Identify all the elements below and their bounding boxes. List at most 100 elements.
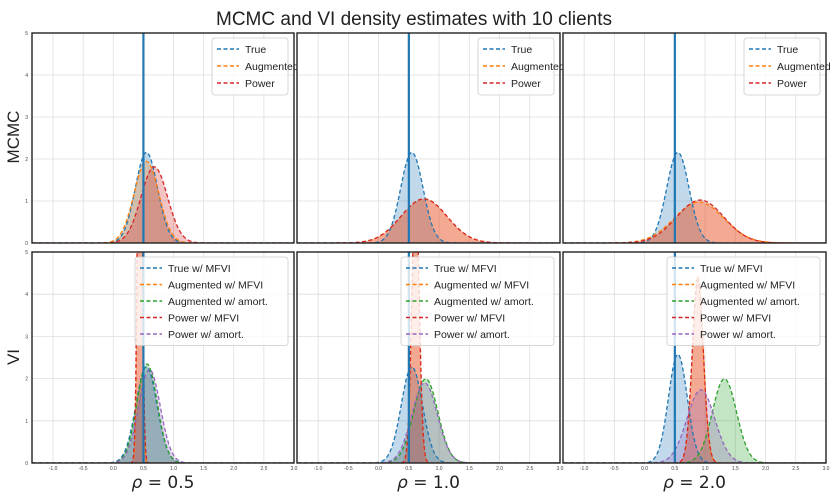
y-tick-label: 4 bbox=[25, 73, 28, 79]
x-tick-label: -0.5 bbox=[610, 466, 619, 472]
x-tick-label: 2.5 bbox=[792, 466, 799, 472]
legend-label-true: True bbox=[777, 44, 798, 56]
density-fill-augmented-w-mfvi bbox=[563, 275, 826, 463]
legend-label-augmented: Augmented bbox=[777, 61, 830, 73]
density-line-true-w-mfvi bbox=[563, 353, 826, 463]
panel-vi-1: 0 1 2 3 4 5 -1.0 -0.5 0.0 0.5 1.0 1.5 2.0 2.5 3.0 True … bbox=[25, 250, 298, 472]
x-tick-label: 1.0 bbox=[702, 466, 709, 472]
panel-frame bbox=[31, 32, 295, 244]
x-tick-label: 0.0 bbox=[641, 466, 648, 472]
x-tick-label: 1.5 bbox=[200, 466, 207, 472]
x-tick-label: 2.0 bbox=[230, 466, 237, 472]
row-label-vi: VI bbox=[4, 349, 23, 365]
density-fill-power-w-amort bbox=[563, 389, 826, 463]
x-tick-label: -0.5 bbox=[344, 466, 353, 472]
density-fill-power bbox=[563, 200, 826, 243]
density-fill-true bbox=[563, 152, 826, 243]
legend-label-power: Power bbox=[511, 78, 541, 90]
density-fill-power-w-amort bbox=[297, 382, 560, 463]
legend-label-true-w-mfvi: True w/ MFVI bbox=[434, 263, 497, 275]
legend: True Augmented Power bbox=[743, 37, 830, 96]
density-layer bbox=[297, 252, 560, 463]
density-fill-true bbox=[32, 152, 294, 243]
legend-label-power: Power bbox=[777, 78, 807, 90]
legend-box bbox=[743, 37, 821, 96]
panel-frame bbox=[296, 32, 561, 244]
legend-label-true: True bbox=[511, 44, 532, 56]
legend-label-power-w-mfvi: Power w/ MFVI bbox=[700, 312, 771, 324]
panel-mcmc-2: True Augmented Power bbox=[296, 32, 565, 244]
density-fill-augmented bbox=[32, 161, 294, 243]
density-fill-power-w-mfvi bbox=[563, 280, 826, 463]
panel-frame bbox=[31, 251, 295, 464]
legend-label-augmented-w-mfvi: Augmented w/ MFVI bbox=[434, 279, 529, 291]
legend-label-true-w-mfvi: True w/ MFVI bbox=[168, 263, 231, 275]
legend: True w/ MFVI Augmented w/ MFVI Augmented w… bbox=[400, 256, 555, 346]
density-fill-true-w-mfvi bbox=[32, 366, 294, 463]
column-label-1: ρ = 0.5 bbox=[132, 473, 195, 493]
y-tick-label: 0 bbox=[25, 461, 28, 467]
panel-frame bbox=[296, 251, 561, 464]
density-fill-augmented bbox=[297, 198, 560, 243]
y-tick-label: 3 bbox=[25, 334, 28, 340]
density-layer bbox=[32, 252, 294, 463]
x-tick-label: -0.5 bbox=[79, 466, 88, 472]
density-line-true bbox=[563, 151, 826, 243]
legend: True Augmented Power bbox=[477, 37, 565, 96]
density-fill-true bbox=[297, 152, 560, 243]
legend: True w/ MFVI Augmented w/ MFVI Augmented w… bbox=[134, 256, 289, 346]
density-fill-augmented-w-amort bbox=[32, 364, 294, 463]
x-tick-label: 1.0 bbox=[170, 466, 177, 472]
x-tick-label: 0.5 bbox=[671, 466, 678, 472]
density-fill-power bbox=[297, 198, 560, 243]
panel-frame bbox=[562, 32, 827, 244]
x-tick-label: 2.0 bbox=[496, 466, 503, 472]
x-tick-label: 3.0 bbox=[557, 466, 564, 472]
legend-box bbox=[211, 37, 289, 96]
y-tick-label: 3 bbox=[25, 115, 28, 121]
density-line-augmented-w-amort bbox=[563, 378, 826, 463]
y-tick-label: 1 bbox=[25, 199, 28, 205]
x-tick-label: -1.0 bbox=[49, 466, 58, 472]
panel-mcmc-3: True Augmented Power bbox=[562, 32, 830, 244]
x-tick-label: 2.5 bbox=[526, 466, 533, 472]
x-tick-label: 1.5 bbox=[466, 466, 473, 472]
legend-label-power-w-mfvi: Power w/ MFVI bbox=[434, 312, 505, 324]
y-tick-label: 2 bbox=[25, 377, 28, 383]
x-tick-label: 0.0 bbox=[375, 466, 382, 472]
panel-vi-3: -1.0 -0.5 0.0 0.5 1.0 1.5 2.0 2.5 3.0 True w/ MFV… bbox=[562, 251, 830, 472]
legend-label-power-w-amort: Power w/ amort. bbox=[168, 329, 244, 341]
x-tick-label: 0.0 bbox=[110, 466, 117, 472]
density-fill-augmented-w-amort bbox=[297, 378, 560, 463]
panel-vi-2: -1.0 -0.5 0.0 0.5 1.0 1.5 2.0 2.5 3.0 True w/ MFV… bbox=[296, 251, 564, 472]
legend-label-augmented: Augmented bbox=[245, 61, 299, 73]
density-fill-true-w-mfvi bbox=[297, 366, 560, 463]
legend-label-augmented-w-mfvi: Augmented w/ MFVI bbox=[700, 279, 795, 291]
legend-label-power-w-mfvi: Power w/ MFVI bbox=[168, 312, 239, 324]
x-tick-label: 0.5 bbox=[405, 466, 412, 472]
density-layer bbox=[32, 151, 294, 243]
density-line-true bbox=[32, 151, 294, 243]
row-label-mcmc: MCMC bbox=[4, 111, 23, 164]
chart-title: MCMC and VI density estimates with 10 cl… bbox=[216, 9, 612, 30]
x-tick-label: -1.0 bbox=[580, 466, 589, 472]
density-fill-augmented bbox=[563, 202, 826, 243]
legend-label-power: Power bbox=[245, 78, 275, 90]
legend-box bbox=[134, 256, 289, 346]
column-label-3: ρ = 2.0 bbox=[663, 473, 726, 493]
legend-box bbox=[666, 256, 821, 346]
column-label-2: ρ = 1.0 bbox=[397, 473, 460, 493]
y-tick-label: 5 bbox=[25, 250, 28, 256]
legend-box bbox=[477, 37, 555, 96]
density-line-power bbox=[32, 166, 294, 243]
legend-box bbox=[400, 256, 555, 346]
x-tick-label: 3.0 bbox=[291, 466, 298, 472]
legend: True w/ MFVI Augmented w/ MFVI Augmented w… bbox=[666, 256, 821, 346]
y-tick-label: 5 bbox=[25, 31, 28, 37]
legend: True Augmented Power bbox=[211, 37, 299, 96]
legend-label-true-w-mfvi: True w/ MFVI bbox=[700, 263, 763, 275]
y-tick-label: 1 bbox=[25, 419, 28, 425]
y-tick-label: 0 bbox=[25, 241, 28, 247]
legend-label-augmented-w-amort: Augmented w/ amort. bbox=[434, 296, 534, 308]
